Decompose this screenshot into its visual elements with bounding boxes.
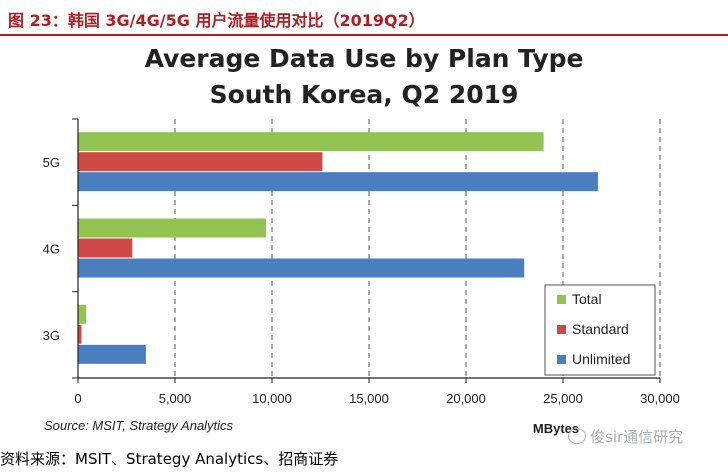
wechat-icon — [568, 428, 586, 444]
legend-entry: Standard — [572, 321, 629, 337]
legend-swatch — [557, 295, 566, 304]
chart-title: Average Data Use by Plan Type — [144, 44, 584, 73]
legend: Total Standard Unlimited — [544, 284, 656, 376]
x-tick-label: 20,000 — [446, 391, 486, 406]
figure-footer-source: 资料来源：MSIT、Strategy Analytics、招商证券 — [0, 450, 339, 468]
bar-total-5g — [78, 132, 544, 152]
watermark-text: 俊sir通信研究 — [590, 428, 684, 446]
x-tick-label: 15,000 — [349, 391, 389, 406]
legend-entry: Unlimited — [572, 351, 630, 367]
bar-standard-3g — [78, 324, 82, 344]
category-label: 5G — [43, 155, 60, 170]
category-label: 3G — [43, 328, 60, 343]
bar-standard-4g — [78, 238, 133, 258]
bars — [78, 132, 598, 364]
x-axis-label: MBytes — [533, 421, 579, 436]
x-tick-label: 0 — [74, 391, 81, 406]
x-tick-label: 10,000 — [252, 391, 292, 406]
legend-entry: Total — [572, 291, 602, 307]
chart-source-note: Source: MSIT, Strategy Analytics — [44, 418, 234, 433]
x-tick-label: 5,000 — [159, 391, 192, 406]
bar-total-3g — [78, 304, 87, 324]
figure-title: 图 23：韩国 3G/4G/5G 用户流量使用对比（2019Q2） — [8, 11, 425, 30]
bar-unlimited-4g — [78, 258, 525, 278]
legend-swatch — [557, 355, 566, 364]
grid-lines — [174, 119, 661, 378]
bar-unlimited-3g — [78, 344, 146, 364]
x-tick-label: 25,000 — [543, 391, 583, 406]
axes: 5G 4G 3G 0 5,000 10,000 15,000 20,000 25,000 30,0… — [43, 118, 680, 436]
bar-unlimited-5g — [78, 172, 598, 192]
x-tick-label: 30,000 — [640, 391, 680, 406]
bar-standard-5g — [78, 152, 323, 172]
bar-chart: 5G 4G 3G 0 5,000 10,000 15,000 20,000 25,000 30,0… — [43, 118, 680, 436]
legend-swatch — [557, 325, 566, 334]
watermark: 俊sir通信研究 — [568, 426, 683, 447]
category-label: 4G — [43, 242, 60, 257]
chart-subtitle: South Korea, Q2 2019 — [209, 80, 519, 109]
figure-header: 图 23：韩国 3G/4G/5G 用户流量使用对比（2019Q2） — [0, 0, 728, 36]
bar-total-4g — [78, 218, 267, 238]
